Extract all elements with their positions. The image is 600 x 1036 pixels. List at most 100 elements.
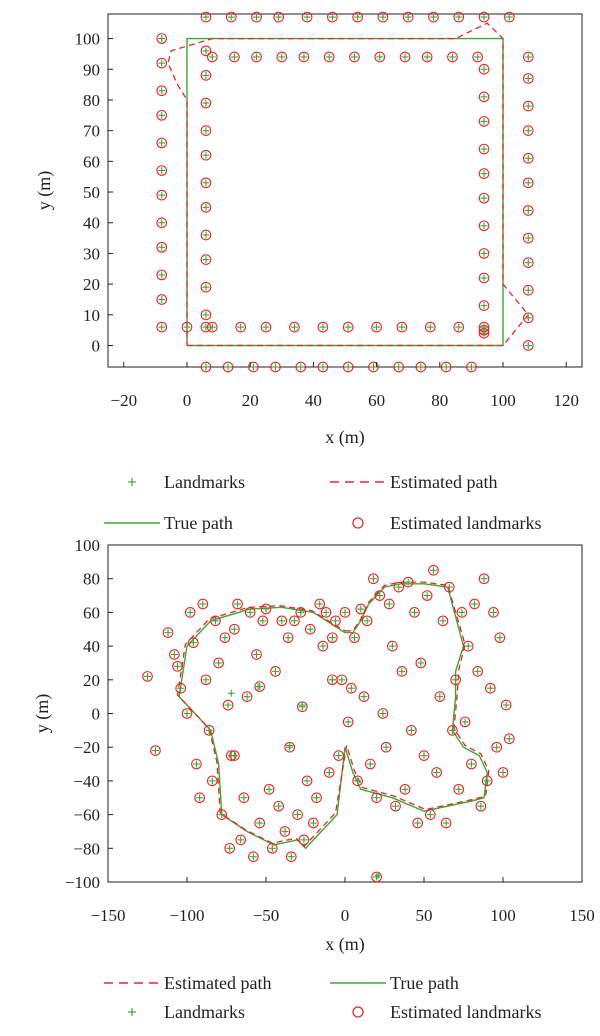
estimated-landmark-circle [311,792,322,804]
estimated-landmark-circle [428,564,439,576]
estimated-landmark-circle [156,57,168,69]
estimated-landmark-circle [383,598,395,610]
estimated-landmark-circle [399,51,411,63]
estimated-landmark-circle [289,615,300,627]
y-tick-label: 0 [92,337,101,356]
estimated-landmark-circle [248,851,259,863]
y-tick-label: 40 [83,214,100,233]
chart-2-y-ticks: 100 80 60 40 20 0 −20 −40 −60 −80 −100 [65,536,113,892]
estimated-landmark-circle [478,11,490,23]
estimated-landmark-circle [371,792,382,804]
estimated-landmark-circle [522,340,534,351]
chart-2-paths [176,581,490,850]
estimated-landmark-circle [156,217,168,229]
estimated-landmark-circle [270,361,281,373]
y-tick-label: −40 [73,772,100,791]
estimated-landmark-circle [374,51,386,63]
estimated-landmark-circle [472,51,484,63]
estimated-landmark-circle [292,809,303,820]
estimated-landmark-circle [298,834,310,846]
estimated-landmark-circle [295,361,307,373]
x-tick-label: 100 [490,391,516,410]
estimated-landmark-circle [251,51,262,63]
estimated-landmark-circle [308,817,319,829]
estimated-landmark-circle [485,682,496,694]
estimated-landmark-circle [424,321,436,333]
estimated-landmark-circle [282,632,294,644]
estimated-landmark-circle [181,321,193,333]
chart-1-x-axis-label: x (m) [325,427,365,448]
estimated-landmark-circle [522,152,534,164]
estimated-landmark-circle [327,11,338,23]
estimated-landmark-circle [462,640,474,652]
x-tick-label: 100 [490,906,516,925]
estimated-landmark-circle [478,220,490,232]
estimated-landmark-circle [412,817,424,829]
chart-2-legend: Estimated path True path Landmarks Estimate… [104,973,541,1022]
estimated-landmark-circle [399,783,411,795]
chart-1-y-ticks: 0 10 20 30 40 50 60 70 80 90 100 [75,30,113,356]
estimated-landmark-circle [522,205,534,216]
estimated-landmark-circle [478,300,490,311]
estimated-landmark-circle [238,792,250,804]
estimated-landmark-circle [206,321,218,333]
estimated-landmark-circle [197,598,209,610]
estimated-landmark-circle [289,321,300,333]
estimated-landmark-circle [456,607,468,618]
estimated-landmark-circle [191,758,202,770]
x-tick-label: 0 [341,906,350,925]
legend-label: Landmarks [164,472,245,492]
estimated-landmark-circle [270,666,281,677]
true-path-line [186,37,504,347]
estimated-landmark-circle [323,51,335,63]
chart-2-x-axis-label: x (m) [325,934,365,955]
estimated-landmark-circle [229,623,240,635]
legend-label: True path [390,973,459,993]
estimated-landmark-circle [156,189,168,201]
estimated-landmark-circle [206,775,218,787]
chart-1-x-ticks: −20 0 20 40 60 80 100 120 [111,362,579,410]
estimated-landmark-circle [522,100,534,112]
estimated-landmark-circle [184,607,196,618]
estimated-landmark-circle [447,724,458,736]
estimated-landmark-circle [276,51,288,63]
estimated-landmark-circle [200,177,212,189]
estimated-landmark-circle [402,11,414,23]
chart-2-x-ticks: −150 −100 −50 0 50 100 150 [90,877,595,925]
y-tick-label: −60 [73,806,100,825]
estimated-landmark-circle [377,11,389,23]
estimated-landmark-circle [156,33,168,44]
chart-1: −20 0 20 40 60 80 100 120 0 10 20 30 40 50 60 70 80 90 10… [34,11,583,533]
estimated-landmark-circle [200,309,212,321]
estimated-landmark-circle [200,229,212,241]
estimated-landmark-circle [522,177,534,189]
estimated-landmark-circle [469,598,480,610]
x-tick-label: −50 [253,906,280,925]
estimated-landmark-circle [279,826,291,837]
estimated-landmark-circle [301,11,313,23]
estimated-landmark-circle [522,284,534,296]
estimated-landmark-circle [522,73,534,84]
y-tick-label: 100 [75,30,101,49]
estimated-landmark-circle [522,312,534,324]
estimated-landmark-circle [225,11,237,23]
estimated-landmark-circle [491,741,503,753]
y-tick-label: 100 [75,536,101,555]
estimated-landmark-circle [478,63,490,75]
estimated-landmark-circle [481,775,493,787]
estimated-landmark-circle [162,627,174,638]
chart-1-y-axis-label: y (m) [34,171,55,211]
estimated-landmark-circle [437,615,449,627]
estimated-landmark-circle [156,165,168,176]
estimated-path-line [176,581,490,848]
estimated-landmark-circle [358,691,370,703]
estimated-landmark-circle [244,607,256,618]
estimated-landmark-circle [478,168,490,179]
x-tick-label: 120 [553,391,579,410]
estimated-landmark-circle [503,733,515,745]
legend-label: Landmarks [164,1002,245,1022]
estimated-landmark-circle [257,615,269,627]
estimated-landmark-circle [374,590,386,601]
estimated-landmark-circle [200,149,212,161]
